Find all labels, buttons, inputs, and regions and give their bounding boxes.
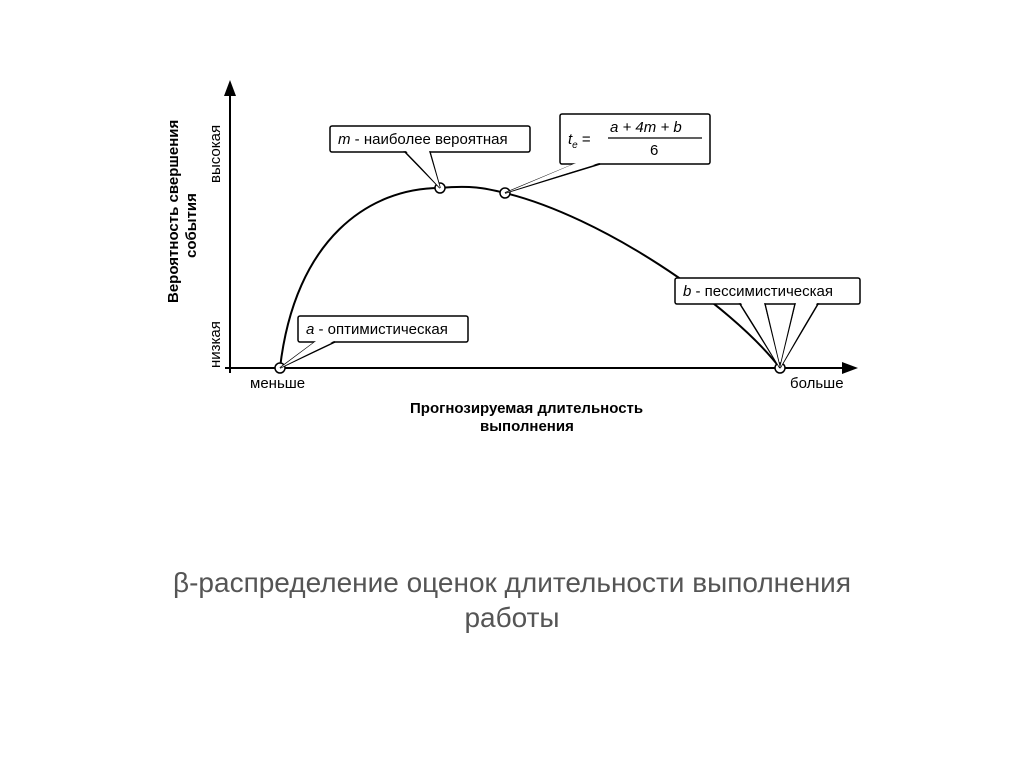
formula-den: 6 bbox=[650, 142, 658, 159]
caption-line1: β-распределение оценок длительности выпо… bbox=[173, 567, 851, 598]
svg-text:m - наиболее вероятная: m - наиболее вероятная bbox=[338, 131, 508, 148]
callout-te: te = a + 4m + b 6 bbox=[505, 114, 710, 193]
callout-b-text: - пессимистическая bbox=[691, 283, 833, 300]
formula-eq: = bbox=[578, 131, 591, 148]
figure-caption: β-распределение оценок длительности выпо… bbox=[0, 565, 1024, 635]
x-tick-low: меньше bbox=[250, 375, 305, 392]
formula-num: a + 4m + b bbox=[610, 119, 682, 136]
svg-text:a - оптимистическая: a - оптимистическая bbox=[306, 321, 448, 338]
diagram-svg: a - оптимистическая m - наиболее вероятн… bbox=[130, 68, 890, 448]
x-axis-label: Прогнозируемая длительность выполнения bbox=[410, 400, 647, 435]
beta-distribution-diagram: a - оптимистическая m - наиболее вероятн… bbox=[130, 68, 890, 448]
caption-line2: работы bbox=[464, 602, 559, 633]
x-tick-high: больше bbox=[790, 375, 844, 392]
y-axis-label: Вероятность свершения события bbox=[165, 116, 200, 303]
callout-m-prefix: m bbox=[338, 131, 351, 148]
svg-text:b - пессимистическая: b - пессимистическая bbox=[683, 283, 833, 300]
callout-m-text: - наиболее вероятная bbox=[351, 131, 508, 148]
callout-b-prefix: b bbox=[683, 283, 691, 300]
callout-a-prefix: a bbox=[306, 321, 314, 338]
callout-m: m - наиболее вероятная bbox=[330, 126, 530, 188]
page: a - оптимистическая m - наиболее вероятн… bbox=[0, 0, 1024, 767]
callout-a: a - оптимистическая bbox=[280, 316, 468, 368]
y-tick-high: высокая bbox=[207, 125, 224, 183]
y-tick-low: низкая bbox=[207, 321, 224, 368]
callout-a-text: - оптимистическая bbox=[314, 321, 448, 338]
